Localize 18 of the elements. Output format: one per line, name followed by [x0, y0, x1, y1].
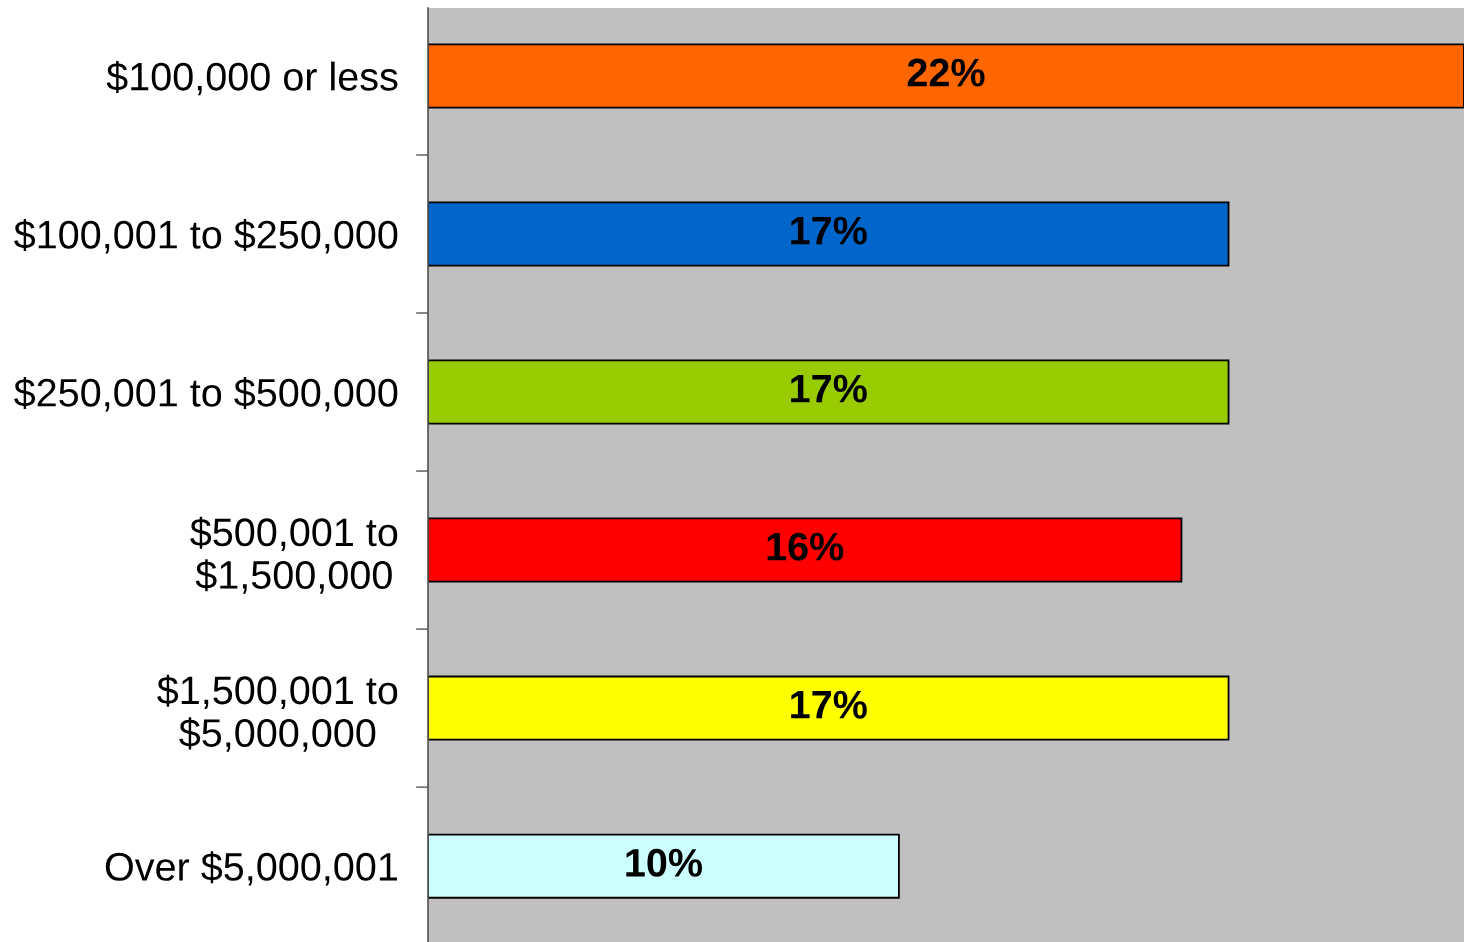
data-label: 10% — [626, 848, 703, 877]
y-tick-label: $100,001 to $250,000 — [14, 219, 398, 254]
y-tick-label: $250,001 to $500,000 — [14, 377, 398, 412]
bar — [428, 43, 1464, 109]
bar — [428, 675, 1230, 741]
data-label: 22% — [907, 58, 985, 87]
y-tick-label: $100,000 or less — [106, 60, 398, 96]
bar — [428, 359, 1230, 425]
bar — [428, 833, 900, 899]
data-label: 17% — [791, 690, 867, 719]
y-tick-label: $1,500,001 to $5,000,000 — [157, 674, 398, 752]
y-tick-label: $500,001 to $1,500,000 — [190, 516, 398, 594]
y-tick-label: Over $5,000,001 — [105, 851, 397, 886]
bar — [428, 517, 1183, 583]
data-label: 17% — [791, 216, 867, 245]
data-label: 17% — [791, 374, 867, 403]
data-label: 16% — [767, 532, 844, 561]
bar — [428, 201, 1230, 267]
